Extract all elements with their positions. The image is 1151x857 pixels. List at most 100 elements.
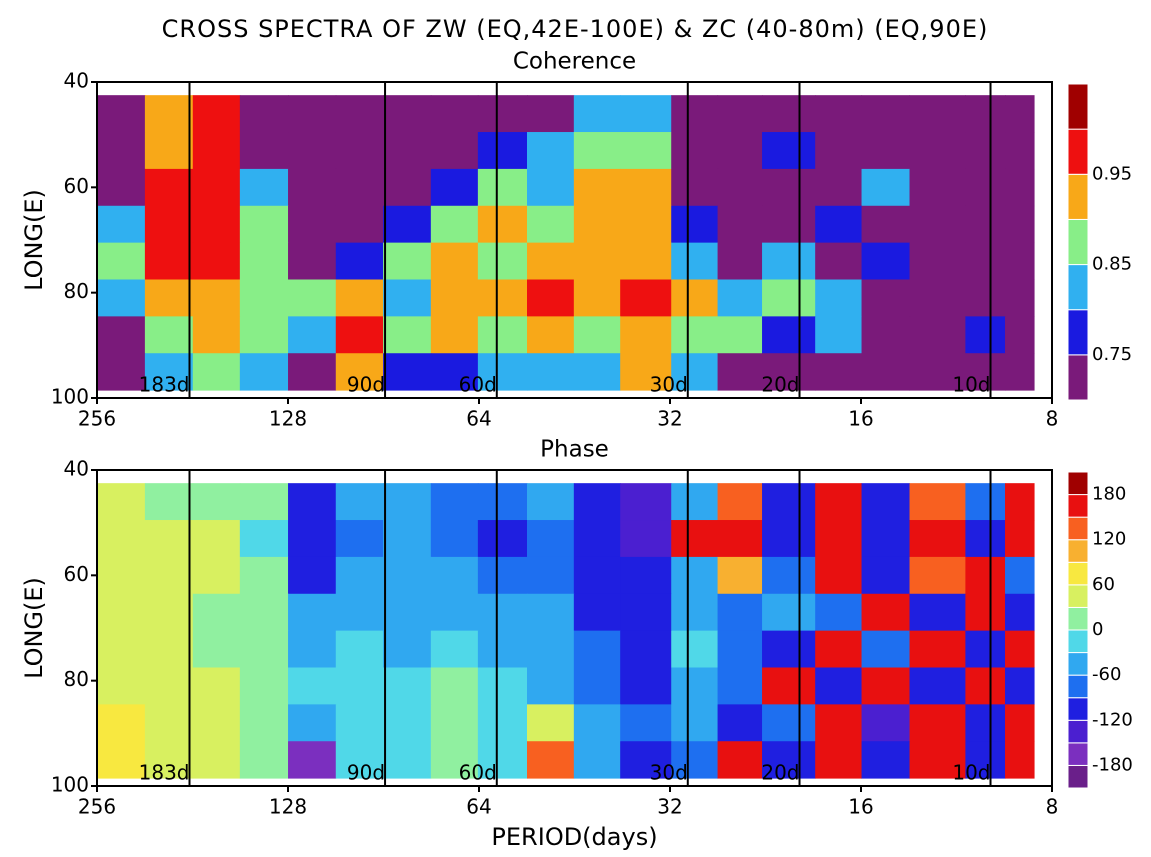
y-tick-label: 40 (64, 69, 89, 93)
cell (192, 630, 241, 668)
cell (527, 741, 575, 779)
cell (573, 205, 621, 244)
cell (383, 483, 432, 521)
cell (383, 630, 432, 668)
cell (1005, 279, 1035, 317)
cell (430, 556, 479, 595)
cell (335, 168, 384, 207)
cell (335, 132, 384, 170)
cell (762, 279, 816, 317)
cell (527, 520, 575, 558)
cell (477, 95, 528, 133)
cell (527, 630, 575, 668)
cell (762, 667, 816, 705)
cell (815, 741, 863, 779)
cell (477, 242, 528, 280)
cell (965, 556, 1006, 595)
colorbar-label: 0.95 (1092, 163, 1132, 184)
cell (671, 556, 719, 595)
cell (762, 630, 816, 668)
cell (288, 353, 337, 391)
cell (477, 483, 528, 521)
x-tick-label: 16 (848, 795, 873, 819)
cell (192, 279, 241, 317)
colorbar-swatch (1067, 742, 1089, 766)
cell (909, 483, 966, 521)
cell (1005, 556, 1035, 595)
cell (97, 630, 146, 668)
cell (335, 483, 384, 521)
cell (815, 353, 863, 391)
cell (288, 667, 337, 705)
cell (527, 95, 575, 133)
colorbar-label: -180 (1092, 754, 1133, 775)
cell (527, 205, 575, 244)
cell (144, 242, 194, 280)
cell (97, 704, 146, 742)
cell (288, 95, 337, 133)
cell (192, 316, 241, 354)
reference-label: 10d (952, 373, 990, 397)
cell (144, 704, 194, 742)
y-tick-label: 80 (64, 279, 89, 303)
cell (192, 741, 241, 779)
cell (620, 630, 672, 668)
cell (192, 205, 241, 244)
x-tick-label: 8 (1046, 795, 1059, 819)
y-tick-label: 100 (51, 773, 89, 797)
y-tick-label: 100 (51, 385, 89, 409)
cell (335, 741, 384, 779)
cell (762, 242, 816, 280)
cell (1005, 316, 1035, 354)
cell (383, 132, 432, 170)
cell (430, 630, 479, 668)
cell (573, 279, 621, 317)
cell (383, 556, 432, 595)
cell (717, 205, 763, 244)
cell (573, 353, 621, 391)
cell (288, 593, 337, 632)
cell (288, 741, 337, 779)
cell (861, 556, 911, 595)
cell (815, 205, 863, 244)
reference-label: 60d (459, 373, 497, 397)
cell (573, 593, 621, 632)
cell (288, 630, 337, 668)
cell (335, 279, 384, 317)
cell (383, 205, 432, 244)
cell (383, 741, 432, 779)
y-axis-label: LONG(E) (20, 577, 48, 679)
cell (430, 593, 479, 632)
cell (477, 520, 528, 558)
cell (717, 704, 763, 742)
cell (620, 205, 672, 244)
colorbar-swatch (1067, 652, 1089, 676)
cell (288, 205, 337, 244)
cell (144, 95, 194, 133)
reference-label: 10d (952, 761, 990, 785)
cell (335, 520, 384, 558)
cell (288, 132, 337, 170)
cell (671, 132, 719, 170)
cell (239, 316, 289, 354)
cell (717, 132, 763, 170)
cell (239, 667, 289, 705)
cell (477, 353, 528, 391)
cell (144, 630, 194, 668)
cell (192, 704, 241, 742)
cell (762, 483, 816, 521)
cell (717, 242, 763, 280)
cell (97, 741, 146, 779)
cell (965, 741, 1006, 779)
cell (717, 279, 763, 317)
colorbar-swatch (1067, 697, 1089, 721)
colorbar-label: -60 (1092, 664, 1121, 685)
cell (620, 279, 672, 317)
y-tick-label: 40 (64, 457, 89, 481)
cell (815, 95, 863, 133)
cell (909, 353, 966, 391)
cell (620, 556, 672, 595)
cell (335, 704, 384, 742)
colorbar-label: 180 (1092, 484, 1126, 505)
cell (861, 279, 911, 317)
